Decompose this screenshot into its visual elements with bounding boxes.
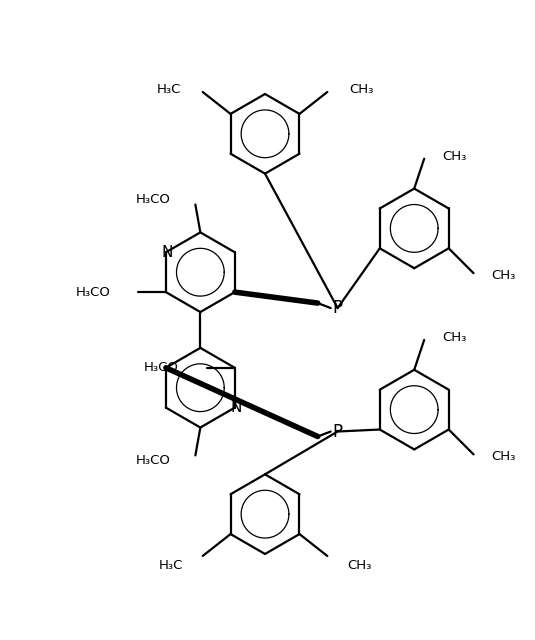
Text: H₃C: H₃C [158,559,183,572]
Text: H₃CO: H₃CO [144,362,179,374]
Text: H₃CO: H₃CO [75,285,110,299]
Text: H₃CO: H₃CO [136,454,171,467]
Text: N: N [230,400,241,415]
Text: CH₃: CH₃ [492,269,516,282]
Text: CH₃: CH₃ [442,332,467,344]
Text: P: P [333,299,343,317]
Text: P: P [333,422,343,440]
Text: N: N [161,244,173,260]
Text: CH₃: CH₃ [347,559,372,572]
Text: CH₃: CH₃ [492,450,516,463]
Text: CH₃: CH₃ [442,150,467,163]
Text: H₃C: H₃C [156,83,181,95]
Text: CH₃: CH₃ [349,83,373,95]
Text: H₃CO: H₃CO [136,193,171,206]
